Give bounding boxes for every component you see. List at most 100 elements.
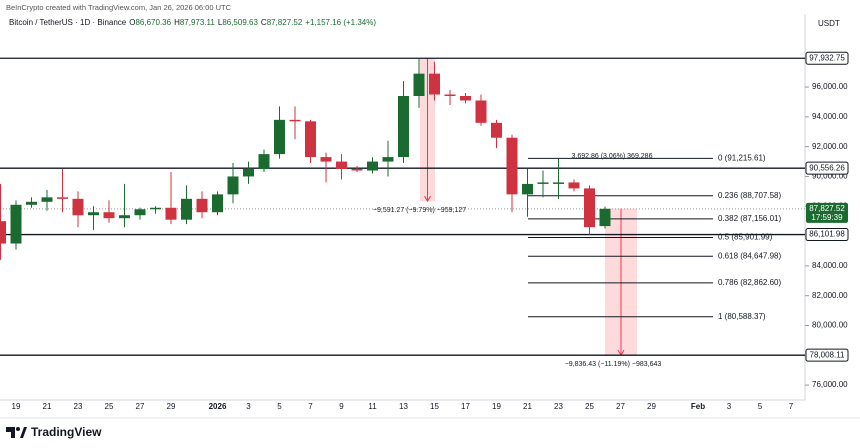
x-tick-label: 29 [167,402,176,411]
candle-body [351,169,363,171]
price-label-box [805,228,849,242]
x-tick-label: 17 [461,402,470,411]
candle-body [26,201,37,205]
candle-body [506,137,518,195]
fib-label: 0.786 (82,862.60) [718,278,781,287]
y-tick-label: 94,000.00 [812,112,848,121]
logo: TradingView [31,425,102,439]
x-tick-label: 27 [136,402,145,411]
candle-body [88,212,99,216]
x-tick-label: 7 [789,402,794,411]
legend-value: 87,827.52 [267,18,303,27]
x-tick-label: 21 [43,402,52,411]
legend-label: O [129,18,135,27]
legend-symbol: Bitcoin / TetherUS · 1D · Binance [9,18,127,27]
candle-body [212,194,223,213]
y-tick-label: 84,000.00 [812,261,848,270]
x-tick-label: 9 [339,402,344,411]
countdown: 17:59:39 [811,213,843,222]
x-tick-label: 5 [758,402,763,411]
candle-body [243,169,254,177]
watermark: BeInCrypto created with TradingView.com,… [6,3,232,12]
candle-body [429,73,440,95]
x-tick-label: 5 [277,402,282,411]
x-tick-label: 3 [727,402,732,411]
candle-body [0,221,6,244]
candle-body [134,209,146,216]
y-tick-label: 80,000.00 [812,321,848,330]
candle-body [320,157,332,162]
price-label: 78,008.11 [810,350,846,359]
x-tick-label: 3 [246,402,251,411]
fib-label: 0.236 (88,707.58) [718,191,781,200]
legend-label: C [261,18,267,27]
candle-body [57,197,68,199]
price-label: 86,101.98 [809,230,845,239]
candle-body [460,96,471,101]
candle-body [119,215,130,219]
candle-body [367,161,378,171]
legend-value: 86,670.36 [135,18,171,27]
y-tick-label: 92,000.00 [812,142,848,151]
candle-body [103,212,115,219]
candle-body [475,100,487,123]
x-tick-label: 23 [74,402,83,411]
candle-body [382,157,394,162]
x-tick-label: 11 [368,402,377,411]
candle-body [537,182,549,184]
x-tick-label: Feb [691,402,705,411]
candle-body [305,121,316,158]
candle-body [522,183,533,195]
current-price-box [806,202,848,223]
x-tick-label: 19 [492,402,501,411]
candle-body [227,176,239,195]
x-tick-label: 23 [554,402,563,411]
price-label: 97,932.75 [809,53,845,62]
x-tick-label: 21 [523,402,532,411]
candle-body [491,122,502,138]
currency: USDT [818,19,840,28]
candle-body [584,188,595,228]
x-tick-label: 29 [647,402,656,411]
candle-body [196,198,208,213]
price-label: 90,556.26 [809,163,845,172]
logo-icon [6,427,27,438]
x-tick-label: 27 [616,402,625,411]
measure-arrowhead [424,195,431,203]
candle-body [181,198,192,220]
candle-body [336,161,347,170]
fib-label: 0 (91,215.61) [718,153,766,162]
annotation: 3,692.86 (3.06%) 369,286 [572,153,653,160]
legend-value: 86,509.63 [222,18,258,27]
fib-label: 1 (80,588.37) [718,312,766,321]
legend-change: +1,157.16 (+1.34%) [305,18,376,27]
candle-body [444,94,456,96]
legend: Bitcoin / TetherUS · 1D · Binance O86,670… [9,18,376,27]
candle-body [413,73,425,96]
candle-body [41,197,53,202]
measure-label: −9,836.43 (−11.19%) −983,643 [565,361,662,368]
x-tick-label: 13 [399,402,408,411]
candle-body [150,207,161,210]
current-price-label: 87,827.52 [809,204,845,213]
candle-body [599,208,611,227]
x-tick-label: 15 [430,402,439,411]
x-tick-label: 7 [308,402,313,411]
candle-body [274,119,285,155]
price-label-box [805,51,849,65]
candle-body [398,96,409,158]
fib-label: 0.382 (87,156.01) [718,214,781,223]
candle-body [568,182,580,189]
candle-body [165,207,177,220]
y-tick-label: 82,000.00 [812,291,848,300]
x-tick-label: 19 [12,402,21,411]
fib-label: 0.5 (85,901.99) [718,233,773,242]
y-tick-label: 96,000.00 [812,82,848,91]
candle-body [258,154,270,170]
candle-body [289,119,301,122]
fib-label: 0.618 (84,647.98) [718,251,781,260]
candle-body [10,204,22,244]
x-tick-label: 25 [585,402,594,411]
candle-body [72,198,84,216]
